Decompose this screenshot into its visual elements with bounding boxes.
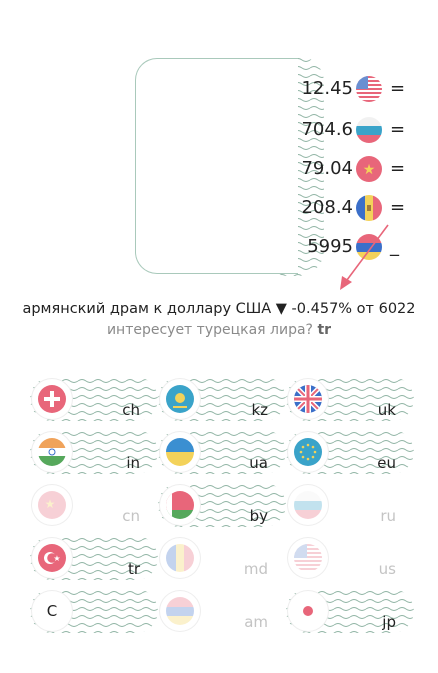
currency-code: am	[244, 613, 268, 631]
arrow-pointer-icon	[340, 224, 389, 290]
am-flag-icon	[166, 597, 194, 625]
svg-text:★: ★	[45, 497, 56, 511]
hint-link[interactable]: tr	[317, 322, 332, 338]
am-flag-icon	[356, 234, 382, 260]
flag-coin	[32, 379, 72, 419]
currency-tile-md[interactable]: md	[158, 536, 286, 580]
md-flag-icon	[356, 195, 382, 221]
currency-code: eu	[377, 454, 396, 472]
currency-tile-uk[interactable]: uk	[286, 377, 414, 421]
currency-tile-cn[interactable]: ★ cn	[30, 483, 158, 527]
currency-code: ch	[122, 401, 140, 419]
currency-code: ru	[380, 507, 396, 525]
currency-tile-c[interactable]: C	[30, 589, 158, 633]
in-flag-icon	[38, 438, 66, 466]
flag-coin	[288, 485, 328, 525]
flag-coin	[288, 538, 328, 578]
hint-text: интересует турецкая лира?	[106, 322, 313, 338]
currency-code: kz	[251, 401, 268, 419]
currency-tile-am[interactable]: am	[158, 589, 286, 633]
jp-flag-icon	[294, 597, 322, 625]
equals-sign: =	[390, 119, 406, 140]
flag-coin	[288, 591, 328, 631]
equals-sign: =	[390, 158, 406, 179]
converter-row-cny[interactable]: 79.04 ★ =	[136, 156, 436, 182]
converter-row-rub[interactable]: 704.6 =	[136, 117, 436, 143]
amount-value: 5995	[307, 236, 353, 257]
ru-flag-icon	[356, 117, 382, 143]
flag-coin: C	[32, 591, 72, 631]
currency-code: in	[126, 454, 140, 472]
svg-text:★: ★	[53, 554, 60, 563]
flag-coin	[288, 379, 328, 419]
flag-coin	[160, 591, 200, 631]
currency-code: uk	[377, 401, 396, 419]
currency-code: by	[249, 507, 268, 525]
currency-tile-in[interactable]: in	[30, 430, 158, 474]
cn-flag-icon: ★	[356, 156, 382, 182]
amount-value: 79.04	[301, 158, 353, 179]
flag-coin	[160, 538, 200, 578]
rate-summary: армянский драм к доллару США ▼ -0.457% о…	[22, 301, 416, 317]
currency-tile-by[interactable]: by	[158, 483, 286, 527]
eu-flag-icon	[294, 438, 322, 466]
ru-flag-icon	[294, 491, 322, 519]
equals-sign: =	[390, 78, 406, 99]
flag-coin	[32, 432, 72, 472]
cursor-underscore: _	[390, 236, 399, 257]
flag-coin	[288, 432, 328, 472]
currency-tile-ch[interactable]: ch	[30, 377, 158, 421]
currency-tile-ua[interactable]: ua	[158, 430, 286, 474]
cn-flag-icon: ★	[38, 491, 66, 519]
amount-value: 704.6	[301, 119, 353, 140]
currency-tile-us[interactable]: us	[286, 536, 414, 580]
currency-tile-tr[interactable]: ★ tr	[30, 536, 158, 580]
flag-coin: ★	[32, 538, 72, 578]
equals-sign: =	[390, 197, 406, 218]
currency-tile-ru[interactable]: ru	[286, 483, 414, 527]
currency-code: md	[243, 560, 268, 578]
converter-row-amd[interactable]: 5995 _	[136, 234, 436, 260]
converter-row-usd[interactable]: 12.45 =	[136, 76, 436, 102]
flag-coin: ★	[32, 485, 72, 525]
uk-flag-icon	[294, 385, 322, 413]
currency-code: ua	[249, 454, 268, 472]
flag-coin	[160, 379, 200, 419]
flag-coin	[160, 485, 200, 525]
amount-value: 12.45	[301, 78, 353, 99]
suggestion-hint: интересует турецкая лира? tr	[0, 322, 438, 338]
tr-flag-icon: ★	[38, 544, 66, 572]
currency-tile-eu[interactable]: eu	[286, 430, 414, 474]
kz-flag-icon	[166, 385, 194, 413]
md-flag-icon	[166, 544, 194, 572]
currency-tile-kz[interactable]: kz	[158, 377, 286, 421]
currency-code: tr	[127, 560, 140, 578]
currency-code: cn	[122, 507, 140, 525]
flag-coin	[160, 432, 200, 472]
ch-flag-icon	[38, 385, 66, 413]
letter-c-icon: C	[46, 602, 58, 620]
svg-text:★: ★	[363, 162, 376, 178]
us-flag-icon	[294, 544, 322, 572]
currency-code: jp	[382, 613, 396, 631]
converter-card: 12.45 = 704.6 = 79.04 ★ = 208.4 = 5995	[135, 58, 405, 274]
ua-flag-icon	[166, 438, 194, 466]
currency-tile-jp[interactable]: jp	[286, 589, 414, 633]
converter-row-mdl[interactable]: 208.4 =	[136, 195, 436, 221]
currency-code: us	[378, 560, 396, 578]
amount-value: 208.4	[301, 197, 353, 218]
us-flag-icon	[356, 76, 382, 102]
by-flag-icon	[166, 491, 194, 519]
